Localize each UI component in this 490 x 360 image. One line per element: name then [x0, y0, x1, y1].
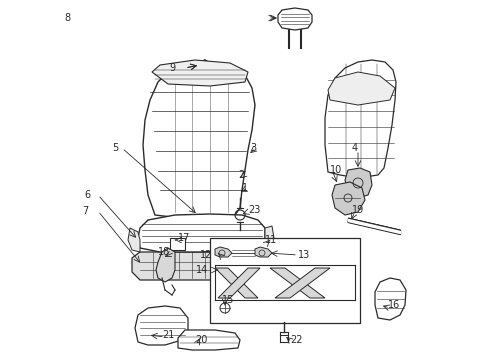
Text: 10: 10	[330, 165, 342, 175]
Text: 20: 20	[195, 335, 207, 345]
Text: 16: 16	[388, 300, 400, 310]
Polygon shape	[345, 168, 372, 198]
Text: 9: 9	[169, 63, 175, 73]
Polygon shape	[143, 65, 255, 218]
Polygon shape	[128, 228, 140, 252]
Polygon shape	[278, 8, 312, 30]
Text: 21: 21	[162, 330, 174, 340]
Bar	[210, 238, 360, 323]
Polygon shape	[215, 247, 232, 257]
Polygon shape	[156, 248, 175, 282]
Text: 2: 2	[238, 170, 244, 180]
Polygon shape	[132, 252, 272, 280]
Polygon shape	[328, 72, 395, 105]
Polygon shape	[332, 182, 365, 215]
Text: 17: 17	[178, 233, 191, 243]
Text: 19: 19	[352, 205, 364, 215]
Text: 11: 11	[265, 235, 277, 245]
Polygon shape	[218, 268, 260, 298]
Text: 13: 13	[298, 250, 310, 260]
Text: 22: 22	[290, 335, 302, 345]
Text: 3: 3	[250, 143, 256, 153]
Polygon shape	[325, 60, 396, 178]
Text: 5: 5	[112, 143, 118, 153]
Polygon shape	[375, 278, 406, 320]
Text: 7: 7	[82, 206, 88, 216]
Text: 15: 15	[222, 295, 234, 305]
Text: 18: 18	[158, 247, 170, 257]
Polygon shape	[178, 330, 240, 350]
Polygon shape	[135, 306, 188, 345]
Polygon shape	[138, 214, 265, 252]
Text: 14: 14	[196, 265, 208, 275]
Polygon shape	[152, 60, 248, 86]
Text: 6: 6	[84, 190, 90, 200]
Polygon shape	[215, 268, 258, 298]
Polygon shape	[275, 268, 330, 298]
Text: 4: 4	[352, 143, 358, 153]
Polygon shape	[255, 247, 272, 257]
Text: 1: 1	[242, 183, 248, 193]
Polygon shape	[265, 226, 274, 250]
Text: 8: 8	[64, 13, 70, 23]
Text: 23: 23	[248, 205, 260, 215]
Polygon shape	[270, 268, 325, 298]
Text: 12: 12	[199, 250, 212, 260]
Polygon shape	[170, 238, 185, 250]
